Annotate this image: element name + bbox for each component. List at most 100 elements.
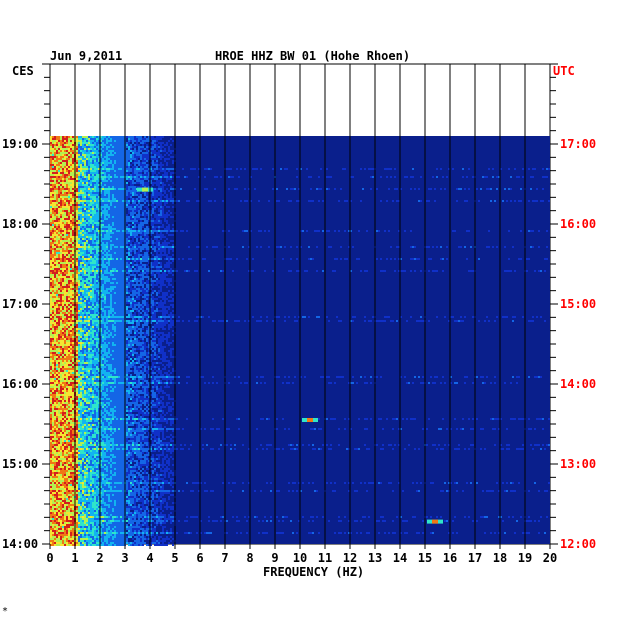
heatmap-cell (316, 188, 318, 190)
heatmap-cell (400, 188, 402, 190)
heatmap-cell (114, 268, 116, 270)
heatmap-cell (68, 212, 70, 214)
heatmap-cell (50, 260, 52, 262)
heatmap-cell (70, 140, 72, 142)
heatmap-cell (126, 162, 128, 164)
heatmap-cell (150, 142, 152, 144)
heatmap-cell (54, 166, 56, 168)
heatmap-cell (112, 138, 114, 140)
heatmap-cell (120, 252, 122, 254)
heatmap-cell (96, 136, 98, 138)
heatmap-cell (110, 286, 112, 288)
heatmap-cell (72, 164, 74, 166)
heatmap-cell (54, 138, 56, 140)
heatmap-cell (110, 168, 112, 170)
heatmap-cell (78, 226, 80, 228)
heatmap-cell (94, 168, 96, 170)
heatmap-cell (152, 142, 154, 144)
heatmap-cell (94, 150, 96, 152)
heatmap-cell (160, 146, 162, 148)
heatmap-cell (146, 194, 148, 196)
heatmap-cell (104, 144, 106, 146)
heatmap-cell (108, 204, 110, 206)
heatmap-cell (386, 200, 388, 202)
heatmap-cell (90, 152, 92, 154)
heatmap-cell (68, 250, 70, 252)
heatmap-cell (168, 270, 170, 272)
heatmap-cell (116, 166, 118, 168)
heatmap-cell (96, 192, 98, 194)
heatmap-cell (154, 176, 156, 178)
heatmap-cell (58, 242, 60, 244)
heatmap-cell (60, 170, 62, 172)
heatmap-cell (130, 268, 132, 270)
heatmap-cell (50, 146, 52, 148)
heatmap-cell (102, 248, 104, 250)
heatmap-cell (88, 160, 90, 162)
heatmap-cell (120, 144, 122, 146)
heatmap-cell (96, 282, 98, 284)
heatmap-cell (132, 278, 134, 280)
heatmap-cell (106, 284, 108, 286)
heatmap-cell (56, 284, 58, 286)
heatmap-cell (96, 198, 98, 200)
heatmap-cell (146, 222, 148, 224)
heatmap-cell (162, 254, 164, 256)
heatmap-cell (162, 184, 164, 186)
heatmap-cell (308, 258, 310, 260)
heatmap-cell (110, 158, 112, 160)
heatmap-cell (78, 160, 80, 162)
heatmap-cell (82, 166, 84, 168)
heatmap-cell (88, 282, 90, 284)
heatmap-cell (100, 222, 102, 224)
heatmap-cell (508, 230, 510, 232)
heatmap-cell (140, 230, 142, 232)
heatmap-cell (126, 218, 128, 220)
heatmap-cell (158, 230, 160, 232)
heatmap-cell (86, 222, 88, 224)
heatmap-cell (148, 200, 150, 202)
heatmap-cell (76, 184, 78, 186)
heatmap-cell (318, 200, 320, 202)
heatmap-cell (434, 200, 436, 202)
heatmap-cell (70, 206, 72, 208)
heatmap-cell (102, 282, 104, 284)
heatmap-cell (102, 240, 104, 242)
heatmap-cell (462, 168, 464, 170)
heatmap-cell (52, 252, 54, 254)
heatmap-cell (114, 292, 116, 294)
heatmap-cell (58, 286, 60, 288)
heatmap-cell (126, 256, 128, 258)
heatmap-cell (72, 174, 74, 176)
heatmap-cell (246, 200, 248, 202)
heatmap-cell (112, 262, 114, 264)
heatmap-cell (60, 286, 62, 288)
heatmap-cell (96, 252, 98, 254)
heatmap-cell (160, 222, 162, 224)
heatmap-cell (162, 142, 164, 144)
heatmap-cell (528, 168, 530, 170)
heatmap-cell (116, 172, 118, 174)
heatmap-cell (112, 198, 114, 200)
heatmap-cell (100, 204, 102, 206)
heatmap-cell (138, 180, 140, 182)
heatmap-cell (70, 298, 72, 300)
heatmap-cell (64, 244, 66, 246)
heatmap-cell (166, 266, 168, 268)
heatmap-cell (72, 240, 74, 242)
heatmap-cell (134, 228, 136, 230)
heatmap-cell (106, 292, 108, 294)
heatmap-cell (92, 196, 94, 198)
heatmap-cell (170, 270, 172, 272)
heatmap-cell (130, 150, 132, 152)
heatmap-cell (166, 254, 168, 256)
heatmap-cell (514, 270, 516, 272)
heatmap-cell (122, 284, 124, 286)
heatmap-cell (114, 176, 116, 178)
heatmap-cell (140, 142, 142, 144)
heatmap-cell (106, 196, 108, 198)
heatmap-cell (134, 270, 136, 272)
heatmap-cell (52, 226, 54, 228)
heatmap-cell (98, 288, 100, 290)
